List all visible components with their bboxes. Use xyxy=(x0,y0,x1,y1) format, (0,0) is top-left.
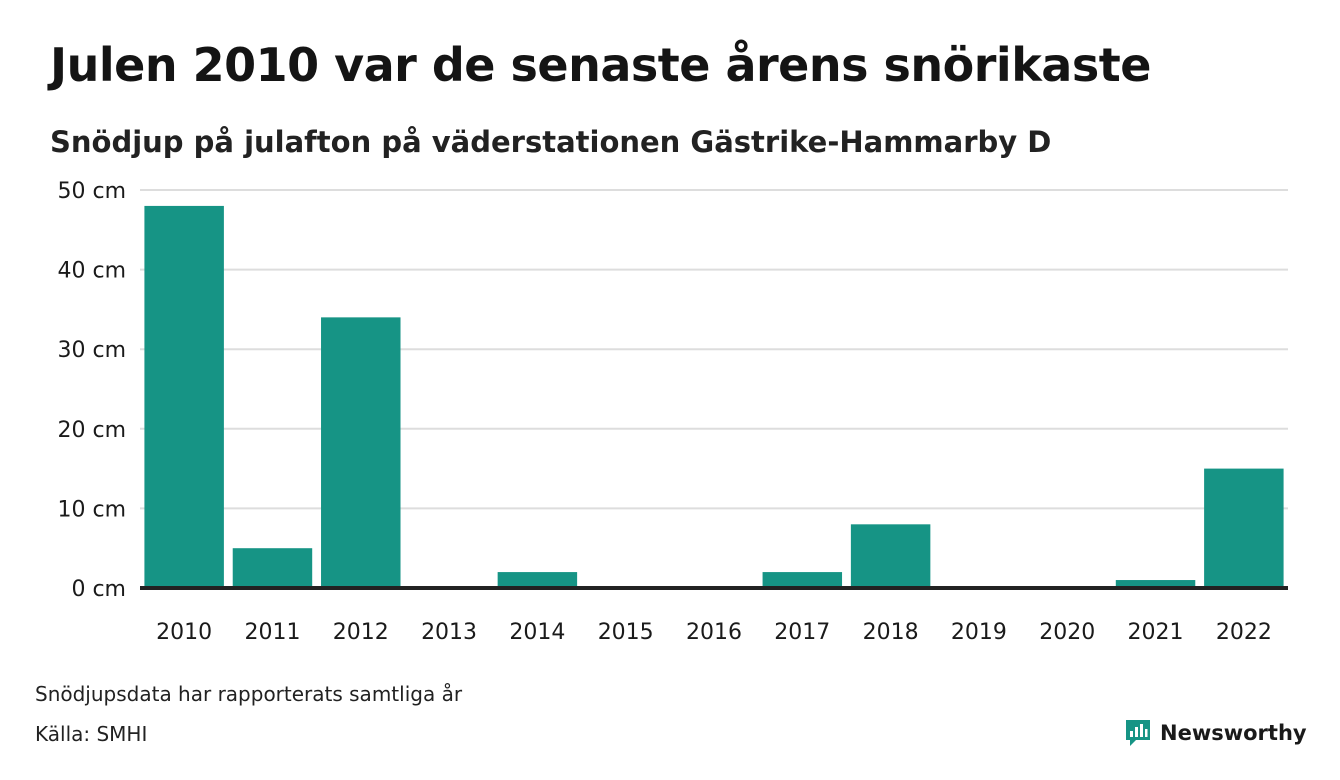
brand-name: Newsworthy xyxy=(1160,721,1307,745)
bar-2017 xyxy=(762,572,843,588)
x-tick-label: 2012 xyxy=(333,620,389,645)
y-tick-label: 30 cm xyxy=(57,338,126,363)
source-note: Källa: SMHI xyxy=(35,722,148,746)
chart-subtitle: Snödjup på julafton på väderstationen Gä… xyxy=(50,125,1052,159)
x-tick-label: 2015 xyxy=(598,620,654,645)
bar-2011 xyxy=(232,548,313,588)
bar-2018 xyxy=(850,524,931,588)
grid-lines xyxy=(140,189,1288,510)
bar-2010 xyxy=(144,205,224,589)
bar-2022 xyxy=(1204,468,1284,588)
x-tick-label: 2013 xyxy=(421,620,477,645)
chart-title: Julen 2010 var de senaste årens snörikas… xyxy=(50,38,1151,92)
x-tick-label: 2018 xyxy=(863,620,919,645)
y-tick-label: 10 cm xyxy=(57,497,126,522)
x-tick-label: 2022 xyxy=(1216,620,1272,645)
y-axis-labels: 0 cm 10 cm 20 cm 30 cm 40 cm 50 cm xyxy=(57,179,126,602)
x-tick-label: 2019 xyxy=(951,620,1007,645)
x-tick-label: 2017 xyxy=(774,620,830,645)
footnote: Snödjupsdata har rapporterats samtliga å… xyxy=(35,682,463,706)
newsworthy-brand: Newsworthy xyxy=(1124,716,1307,750)
bar-2014 xyxy=(497,572,578,588)
x-tick-label: 2020 xyxy=(1039,620,1095,645)
bars xyxy=(144,205,1284,589)
x-tick-label: 2014 xyxy=(509,620,565,645)
x-axis-labels: 2010 2011 2012 2013 2014 2015 2016 2017 2018 2019… xyxy=(156,620,1272,645)
x-tick-label: 2016 xyxy=(686,620,742,645)
bar-2021 xyxy=(1115,580,1196,588)
x-tick-label: 2021 xyxy=(1128,620,1184,645)
y-tick-label: 50 cm xyxy=(57,179,126,204)
newsworthy-logo-icon xyxy=(1126,720,1150,746)
x-tick-label: 2010 xyxy=(156,620,212,645)
y-tick-label: 40 cm xyxy=(57,259,126,284)
bar-2012 xyxy=(321,317,401,588)
y-tick-label: 0 cm xyxy=(71,577,126,602)
y-tick-label: 20 cm xyxy=(57,418,126,443)
x-tick-label: 2011 xyxy=(244,620,300,645)
